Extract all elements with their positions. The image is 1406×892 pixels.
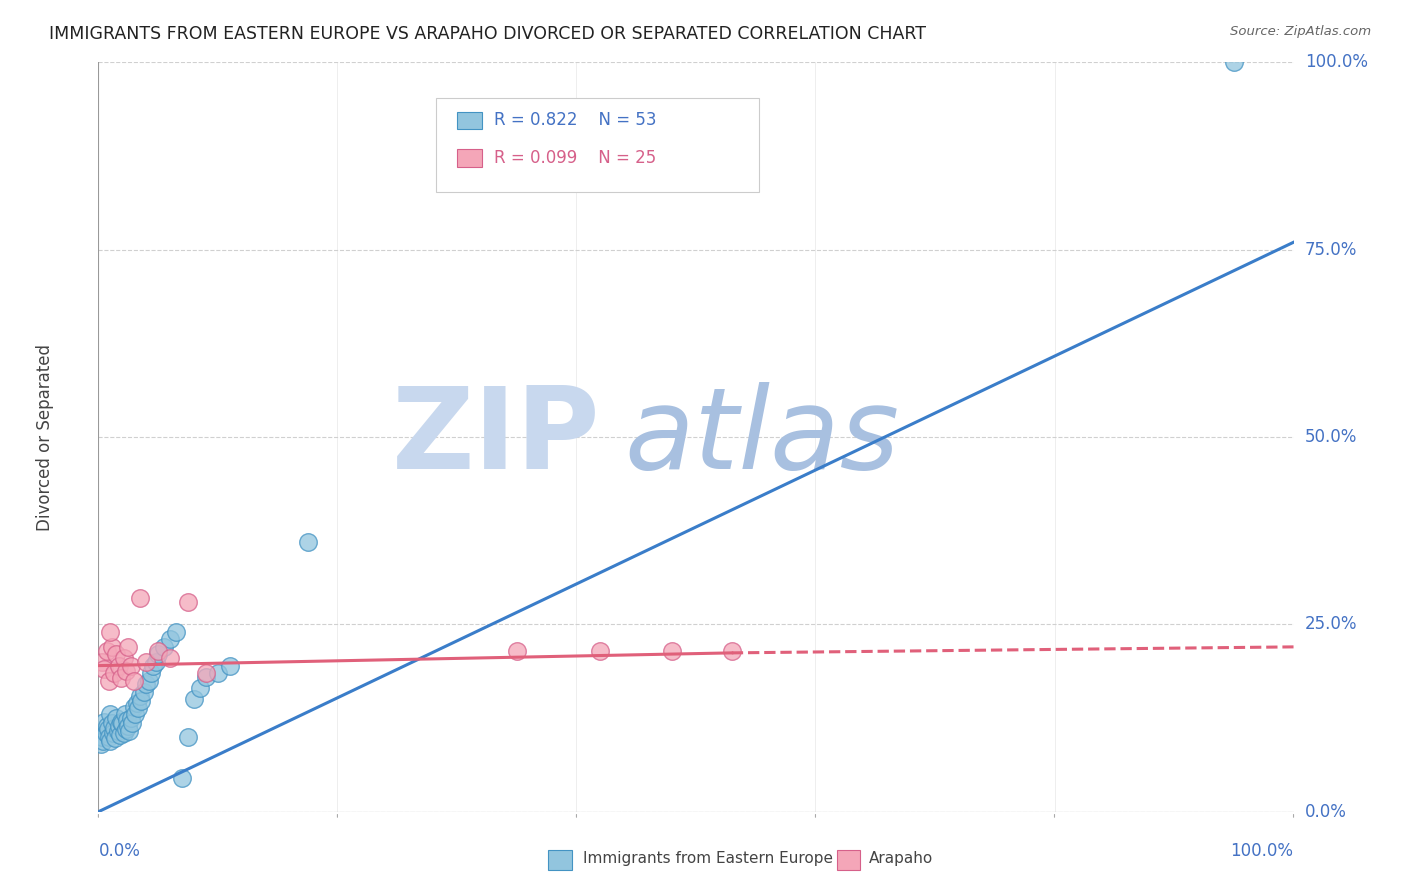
Text: 75.0%: 75.0% [1305, 241, 1357, 259]
Point [142, 658, 165, 673]
Point [105, 648, 128, 662]
Point [124, 707, 146, 722]
Text: Immigrants from Eastern Europe: Immigrants from Eastern Europe [583, 851, 834, 865]
Text: 100.0%: 100.0% [1305, 54, 1368, 71]
Point [139, 666, 162, 681]
Text: IMMIGRANTS FROM EASTERN EUROPE VS ARAPAHO DIVORCED OR SEPARATED CORRELATION CHAR: IMMIGRANTS FROM EASTERN EUROPE VS ARAPAH… [49, 25, 927, 43]
Point [129, 689, 152, 703]
Point [91, 733, 114, 747]
Text: ZIP: ZIP [392, 382, 600, 492]
Point [93, 662, 115, 676]
Point [661, 643, 683, 657]
Text: 25.0%: 25.0% [1305, 615, 1357, 633]
Text: R = 0.822    N = 53: R = 0.822 N = 53 [494, 112, 657, 129]
Point [195, 666, 218, 681]
Point [112, 726, 135, 740]
Point [148, 648, 170, 662]
Point [188, 681, 211, 695]
Point [117, 640, 139, 654]
Point [120, 711, 142, 725]
Point [96, 718, 118, 732]
Point [110, 714, 132, 729]
Text: 0.0%: 0.0% [1305, 803, 1347, 821]
Point [159, 651, 181, 665]
Point [107, 718, 129, 732]
Point [207, 666, 229, 681]
Point [506, 643, 529, 657]
Point [103, 721, 125, 735]
Point [124, 699, 146, 714]
Point [114, 707, 136, 722]
Point [145, 655, 167, 669]
Text: Arapaho: Arapaho [869, 851, 934, 865]
Text: Source: ZipAtlas.com: Source: ZipAtlas.com [1230, 25, 1371, 38]
Point [1223, 55, 1246, 70]
Point [110, 671, 132, 685]
Point [132, 685, 155, 699]
Point [100, 640, 122, 654]
Point [96, 643, 118, 657]
Point [111, 716, 134, 731]
Point [118, 723, 141, 738]
Point [721, 643, 744, 657]
Point [125, 696, 148, 710]
Point [172, 771, 194, 785]
Point [98, 624, 122, 639]
Text: 50.0%: 50.0% [1305, 428, 1357, 446]
Point [124, 673, 146, 688]
Point [131, 694, 153, 708]
Point [121, 716, 143, 731]
Point [94, 726, 117, 740]
Text: atlas: atlas [624, 382, 900, 492]
Text: 0.0%: 0.0% [98, 842, 141, 860]
Point [103, 666, 125, 681]
Point [90, 737, 112, 751]
Point [165, 624, 187, 639]
Point [177, 595, 200, 609]
Point [153, 640, 176, 654]
Point [91, 655, 114, 669]
Point [115, 723, 138, 737]
Point [97, 723, 120, 737]
Point [98, 733, 122, 747]
Point [195, 670, 218, 684]
Point [98, 673, 121, 688]
Point [98, 707, 122, 722]
Text: 100.0%: 100.0% [1230, 842, 1294, 860]
Point [107, 723, 129, 738]
Point [127, 701, 149, 715]
Point [100, 716, 122, 731]
Point [589, 643, 612, 657]
Point [108, 728, 131, 742]
Point [115, 714, 138, 728]
Point [104, 731, 127, 746]
Point [148, 643, 170, 657]
Point [107, 658, 129, 673]
Point [105, 711, 128, 725]
Point [138, 673, 160, 688]
Point [183, 692, 205, 706]
Point [177, 730, 200, 744]
Point [135, 655, 157, 669]
Point [129, 591, 152, 606]
Point [98, 730, 121, 744]
Point [91, 730, 114, 744]
Point [115, 664, 138, 678]
Point [112, 651, 135, 665]
Point [135, 677, 157, 691]
Point [93, 714, 115, 729]
Point [219, 658, 242, 673]
Point [101, 726, 124, 740]
Text: R = 0.099    N = 25: R = 0.099 N = 25 [494, 149, 655, 167]
Point [159, 632, 181, 647]
Point [297, 535, 319, 549]
Point [117, 718, 139, 732]
Text: Divorced or Separated: Divorced or Separated [35, 343, 53, 531]
Point [120, 658, 142, 673]
